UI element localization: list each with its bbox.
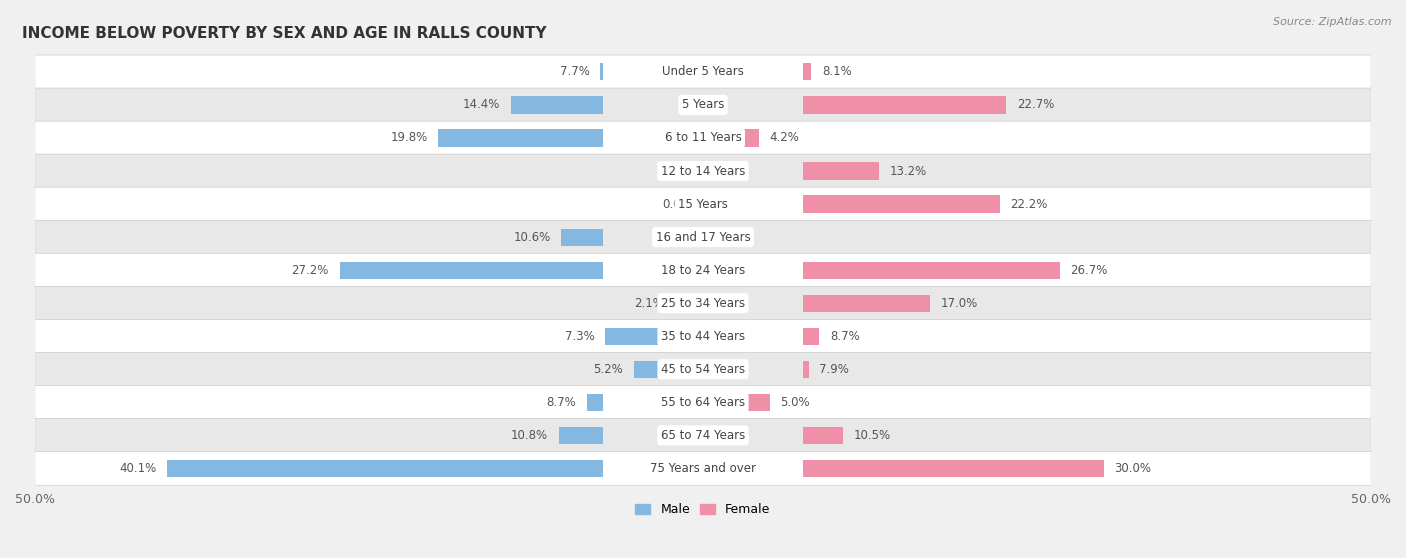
Text: 18 to 24 Years: 18 to 24 Years	[661, 263, 745, 277]
FancyBboxPatch shape	[35, 418, 1371, 452]
Text: 25 to 34 Years: 25 to 34 Years	[661, 297, 745, 310]
Text: Source: ZipAtlas.com: Source: ZipAtlas.com	[1274, 17, 1392, 27]
Text: 19.8%: 19.8%	[391, 132, 427, 145]
Text: 7.7%: 7.7%	[560, 65, 589, 78]
Text: 27.2%: 27.2%	[291, 263, 329, 277]
FancyBboxPatch shape	[35, 353, 1371, 386]
Bar	[703, 129, 759, 147]
FancyBboxPatch shape	[35, 88, 1371, 122]
Text: 0.0%: 0.0%	[714, 230, 744, 244]
Text: 4.2%: 4.2%	[770, 132, 800, 145]
Bar	[586, 394, 603, 411]
Text: 17.0%: 17.0%	[941, 297, 979, 310]
Bar	[803, 460, 1104, 477]
Text: 35 to 44 Years: 35 to 44 Years	[661, 330, 745, 343]
FancyBboxPatch shape	[35, 451, 1371, 485]
Text: 10.6%: 10.6%	[513, 230, 551, 244]
Text: 8.7%: 8.7%	[830, 330, 859, 343]
Bar	[803, 328, 820, 345]
Text: Under 5 Years: Under 5 Years	[662, 65, 744, 78]
Bar	[561, 229, 603, 246]
Text: 2.1%: 2.1%	[634, 297, 664, 310]
Text: 0.0%: 0.0%	[662, 198, 692, 210]
Bar	[167, 460, 603, 477]
Text: 12 to 14 Years: 12 to 14 Years	[661, 165, 745, 177]
Bar	[803, 427, 844, 444]
Bar	[803, 195, 1000, 213]
FancyBboxPatch shape	[35, 187, 1371, 221]
Legend: Male, Female: Male, Female	[630, 498, 776, 521]
Text: 14.4%: 14.4%	[463, 98, 501, 112]
FancyBboxPatch shape	[35, 55, 1371, 89]
Text: 45 to 54 Years: 45 to 54 Years	[661, 363, 745, 376]
FancyBboxPatch shape	[35, 253, 1371, 287]
Text: 7.9%: 7.9%	[820, 363, 849, 376]
Text: 30.0%: 30.0%	[1115, 462, 1152, 475]
Bar	[803, 262, 1060, 279]
Text: 75 Years and over: 75 Years and over	[650, 462, 756, 475]
Text: 40.1%: 40.1%	[120, 462, 156, 475]
FancyBboxPatch shape	[35, 319, 1371, 353]
FancyBboxPatch shape	[35, 220, 1371, 254]
Text: 0.0%: 0.0%	[662, 165, 692, 177]
Text: 26.7%: 26.7%	[1070, 263, 1108, 277]
Text: 65 to 74 Years: 65 to 74 Years	[661, 429, 745, 442]
Text: 15 Years: 15 Years	[678, 198, 728, 210]
Bar	[340, 262, 603, 279]
Bar	[675, 295, 703, 312]
Text: 13.2%: 13.2%	[890, 165, 928, 177]
Text: 5.0%: 5.0%	[780, 396, 810, 409]
FancyBboxPatch shape	[35, 154, 1371, 188]
Bar	[803, 97, 1007, 113]
Bar	[634, 360, 703, 378]
Text: 5.2%: 5.2%	[593, 363, 623, 376]
Text: 10.5%: 10.5%	[853, 429, 891, 442]
Bar	[510, 97, 603, 113]
Bar	[803, 295, 931, 312]
Bar	[600, 63, 603, 80]
Text: 8.7%: 8.7%	[547, 396, 576, 409]
Text: 8.1%: 8.1%	[823, 65, 852, 78]
Bar	[703, 394, 770, 411]
Bar	[803, 162, 879, 180]
Text: 5 Years: 5 Years	[682, 98, 724, 112]
FancyBboxPatch shape	[35, 386, 1371, 419]
Text: 16 and 17 Years: 16 and 17 Years	[655, 230, 751, 244]
Bar	[606, 328, 703, 345]
FancyBboxPatch shape	[35, 121, 1371, 155]
Bar	[439, 129, 603, 147]
Bar	[803, 63, 811, 80]
FancyBboxPatch shape	[35, 286, 1371, 320]
Text: 10.8%: 10.8%	[510, 429, 548, 442]
Text: 22.7%: 22.7%	[1017, 98, 1054, 112]
Bar	[558, 427, 603, 444]
Bar	[803, 360, 808, 378]
Text: 7.3%: 7.3%	[565, 330, 595, 343]
Text: 55 to 64 Years: 55 to 64 Years	[661, 396, 745, 409]
Text: INCOME BELOW POVERTY BY SEX AND AGE IN RALLS COUNTY: INCOME BELOW POVERTY BY SEX AND AGE IN R…	[21, 26, 547, 41]
Text: 22.2%: 22.2%	[1011, 198, 1047, 210]
Text: 6 to 11 Years: 6 to 11 Years	[665, 132, 741, 145]
